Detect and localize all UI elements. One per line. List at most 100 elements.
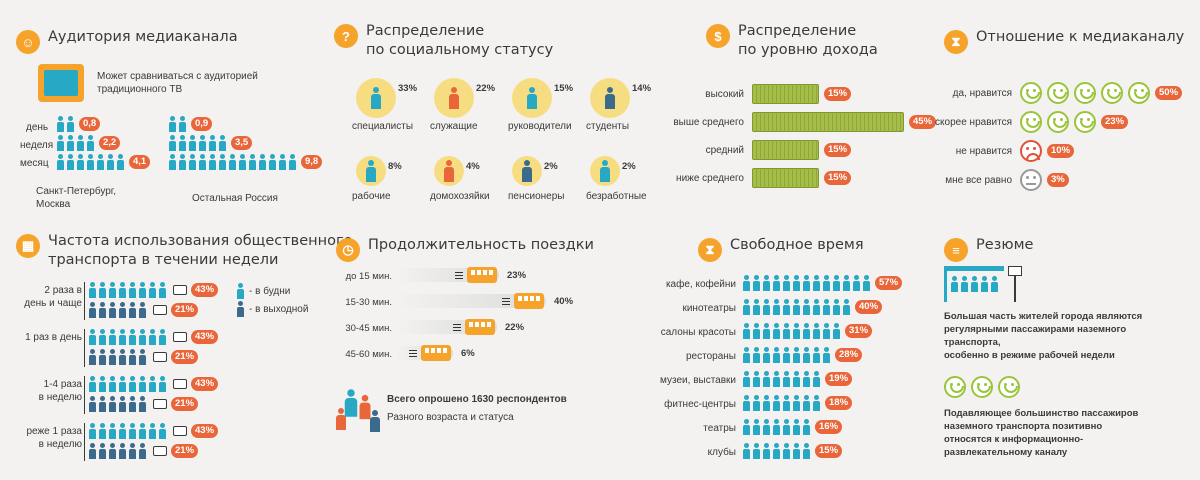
person-icon (822, 299, 831, 315)
smiley-icon (998, 376, 1020, 398)
person-icon (268, 154, 277, 170)
frequency-bracket (84, 423, 87, 461)
person-icon (118, 423, 127, 439)
person-icon (802, 371, 811, 387)
respondents-text: Всего опрошено 1630 респондентов (387, 394, 567, 405)
weekday-value: 43% (191, 377, 219, 391)
person-icon (742, 419, 751, 435)
tv-note: Может сравниваться с аудиторией традицио… (97, 71, 258, 95)
person-icon (802, 395, 811, 411)
trip-value: 23% (507, 270, 527, 281)
person-icon (98, 282, 107, 298)
frequency-label: реже 1 раза в неделю (26, 426, 82, 450)
free-time-label: музеи, выставки (660, 375, 736, 386)
person-icon (762, 419, 771, 435)
person-icon (138, 423, 147, 439)
person-icon (56, 116, 65, 132)
income-value: 45% (909, 115, 937, 129)
person-icon (842, 299, 851, 315)
social-header: ? Распределение по социальному статусу (334, 22, 553, 60)
person-icon (990, 276, 999, 292)
frequency-label: 1-4 раза в неделю (38, 379, 82, 403)
person-icon (238, 154, 247, 170)
trip-track (396, 319, 497, 335)
status-person-icon (603, 87, 617, 109)
person-icon (138, 329, 147, 345)
free-time-label: салоны красоты (660, 327, 736, 338)
frequency-bracket (84, 329, 87, 367)
person-icon (106, 154, 115, 170)
person-icon (138, 396, 147, 412)
russia-week-row: 3,5 (168, 135, 253, 151)
free-time-value: 16% (815, 420, 843, 434)
person-icon (802, 347, 811, 363)
trip-track (396, 267, 499, 283)
person-icon (98, 349, 107, 365)
money-bar (752, 140, 819, 160)
person-icon (772, 443, 781, 459)
attitude-header: ⧗ Отношение к медиаканалу (944, 28, 1184, 54)
person-icon (772, 395, 781, 411)
income-header: $ Распределение по уровню дохода (706, 22, 878, 60)
attitude-value: 3% (1047, 173, 1069, 187)
attitude-title: Отношение к медиаканалу (976, 29, 1185, 45)
bus-stop-icon (153, 399, 167, 409)
income-row: 15% (752, 168, 852, 188)
grid-icon: ▦ (16, 234, 40, 258)
person-icon (742, 443, 751, 459)
person-icon (792, 395, 801, 411)
person-icon (66, 135, 75, 151)
legend-weekend: - в выходной (236, 301, 308, 317)
question-icon: ? (334, 24, 358, 48)
person-icon (960, 276, 969, 292)
attitude-label: да, нравится (952, 88, 1012, 99)
person-icon (762, 275, 771, 291)
trip-label: 30-45 мин. (345, 323, 392, 334)
person-icon (812, 299, 821, 315)
person-icon (742, 275, 751, 291)
person-icon (812, 395, 821, 411)
bus-stop-icon (173, 332, 187, 342)
respondents-note: Разного возраста и статуса (387, 412, 514, 423)
smiley-icon (1020, 111, 1042, 133)
attitude-row: 10% (1020, 140, 1075, 162)
weekday-row: 43% (88, 423, 219, 439)
person-icon (118, 302, 127, 318)
free-time-label: кинотеатры (682, 303, 736, 314)
person-icon (792, 371, 801, 387)
person-icon (248, 154, 257, 170)
spb-day-row: 0,8 (56, 116, 101, 132)
person-icon (792, 275, 801, 291)
free-time-row: 16% (742, 419, 843, 435)
person-icon (950, 276, 959, 292)
people-row (56, 154, 125, 170)
clock-icon: ◷ (336, 238, 360, 262)
person-icon (752, 299, 761, 315)
free-time-people (742, 419, 811, 435)
person-icon (88, 423, 97, 439)
transport-title: Частота использования общественного тран… (48, 233, 353, 268)
attitude-value: 23% (1101, 115, 1129, 129)
person-icon (98, 423, 107, 439)
person-icon (802, 443, 811, 459)
person-icon (88, 302, 97, 318)
person-icon (228, 154, 237, 170)
legend-weekday: - в будни (236, 283, 290, 299)
status-label: рабочие (352, 191, 391, 202)
person-icon (772, 371, 781, 387)
attitude-label: мне все равно (945, 175, 1012, 186)
free-time-people (742, 371, 821, 387)
person-icon (158, 423, 167, 439)
person-icon (116, 154, 125, 170)
status-value: 33% (398, 83, 418, 94)
person-icon (66, 154, 75, 170)
neutral-face-icon (1020, 169, 1042, 191)
status-value: 4% (466, 161, 480, 172)
document-icon: ≡ (944, 238, 968, 262)
hourglass-icon: ⧗ (944, 30, 968, 54)
person-icon (128, 329, 137, 345)
trip-value: 40% (554, 296, 574, 307)
income-value: 15% (824, 87, 852, 101)
bus-stop-icon (944, 266, 1026, 302)
person-icon (76, 154, 85, 170)
